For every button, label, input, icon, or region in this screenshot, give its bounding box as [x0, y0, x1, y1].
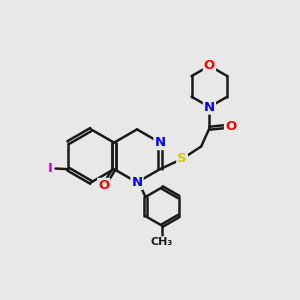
Text: N: N	[204, 100, 215, 113]
Text: CH₃: CH₃	[151, 237, 173, 247]
Text: I: I	[48, 162, 53, 175]
Text: O: O	[225, 120, 236, 133]
Text: S: S	[177, 152, 187, 165]
Text: O: O	[98, 179, 110, 192]
Text: N: N	[154, 136, 166, 149]
Text: O: O	[204, 59, 215, 72]
Text: N: N	[131, 176, 142, 189]
